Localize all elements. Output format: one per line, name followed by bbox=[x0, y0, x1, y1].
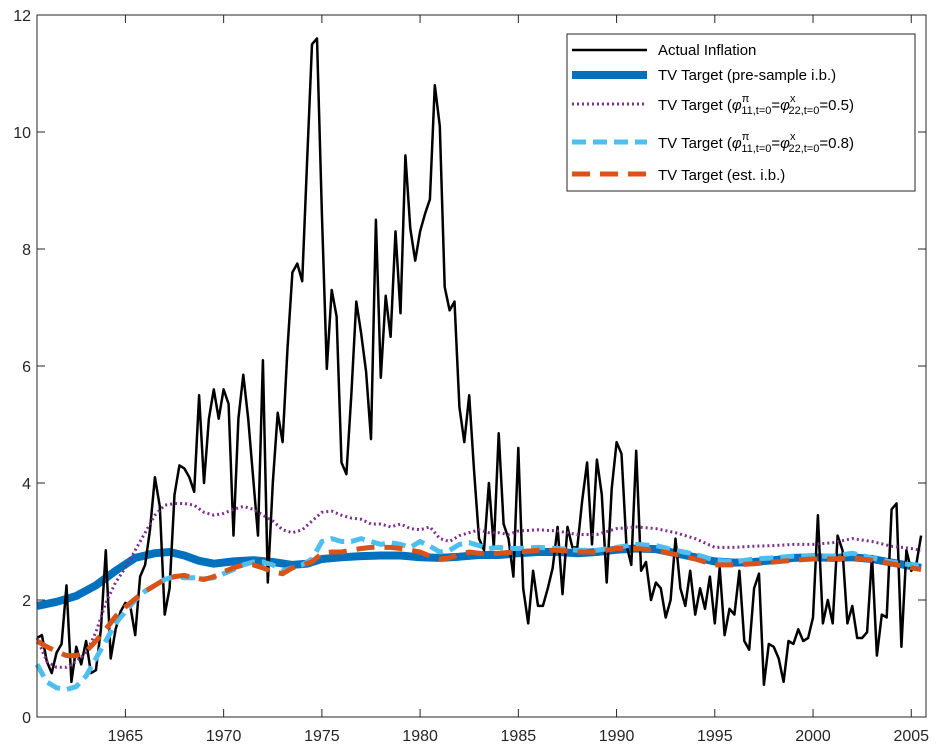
legend-prefix-phi-05: TV Target ( bbox=[658, 97, 732, 114]
legend-label-est-ib: TV Target (est. i.b.) bbox=[658, 167, 785, 184]
phi-symbol: φ bbox=[732, 97, 742, 114]
x-axis: 1965 1970 1975 1980 1985 1990 1995 2000 2005 bbox=[108, 15, 929, 745]
phi-sub-22: 22,t=0 bbox=[788, 105, 819, 117]
x-tick-label: 1975 bbox=[304, 728, 340, 745]
legend-label-phi-08: TV Target (φπ 11,t=0=φx 22,t=0=0.8) bbox=[658, 131, 854, 155]
phi-sup-x-2: x bbox=[790, 131, 796, 143]
x-tick-label: 1965 bbox=[108, 728, 144, 745]
y-tick-label: 2 bbox=[22, 593, 31, 610]
phi-sub-11-2: 11,t=0 bbox=[741, 143, 771, 155]
y-tick-label: 4 bbox=[22, 476, 31, 493]
x-tick-label: 1985 bbox=[501, 728, 537, 745]
phi-sup-x: x bbox=[790, 93, 796, 105]
phi-sup-pi: π bbox=[742, 93, 750, 105]
legend-label-phi-05: TV Target (φπ 11,t=0=φx 22,t=0=0.5) bbox=[658, 93, 854, 117]
legend-suffix-phi-08: =0.8) bbox=[819, 135, 854, 152]
legend-box bbox=[566, 33, 916, 192]
phi-symbol-3: φ bbox=[732, 135, 742, 152]
x-tick-label: 1970 bbox=[206, 728, 242, 745]
legend-prefix-phi-08: TV Target ( bbox=[658, 135, 732, 152]
phi-symbol-4: φ bbox=[780, 135, 790, 152]
equals-sign: = bbox=[771, 97, 780, 114]
legend-label-actual-inflation: Actual Inflation bbox=[658, 42, 756, 59]
phi-sup-pi-2: π bbox=[742, 131, 750, 143]
phi-symbol-2: φ bbox=[780, 97, 790, 114]
y-tick-label: 6 bbox=[22, 359, 31, 376]
x-tick-label: 2000 bbox=[795, 728, 831, 745]
series-layer bbox=[34, 37, 923, 692]
x-tick-label: 1990 bbox=[599, 728, 635, 745]
y-tick-label: 12 bbox=[13, 8, 31, 25]
legend-suffix-phi-05: =0.5) bbox=[819, 97, 854, 114]
legend: Actual Inflation TV Target (pre-sample i… bbox=[566, 33, 916, 192]
series-est-ib-target bbox=[35, 544, 922, 659]
y-tick-label: 0 bbox=[22, 710, 31, 727]
x-tick-label: 1980 bbox=[402, 728, 438, 745]
series-phi-05-target bbox=[35, 502, 922, 669]
legend-label-pre-sample: TV Target (pre-sample i.b.) bbox=[658, 67, 836, 84]
x-tick-label: 2005 bbox=[893, 728, 929, 745]
y-tick-label: 8 bbox=[22, 242, 31, 259]
x-tick-label: 1995 bbox=[697, 728, 733, 745]
series-actual-inflation bbox=[36, 37, 923, 687]
phi-sub-22-2: 22,t=0 bbox=[788, 143, 819, 155]
phi-sub-11: 11,t=0 bbox=[741, 105, 771, 117]
y-tick-label: 10 bbox=[13, 125, 31, 142]
equals-sign-2: = bbox=[771, 135, 780, 152]
y-axis: 0 2 4 6 8 10 12 bbox=[13, 8, 926, 727]
